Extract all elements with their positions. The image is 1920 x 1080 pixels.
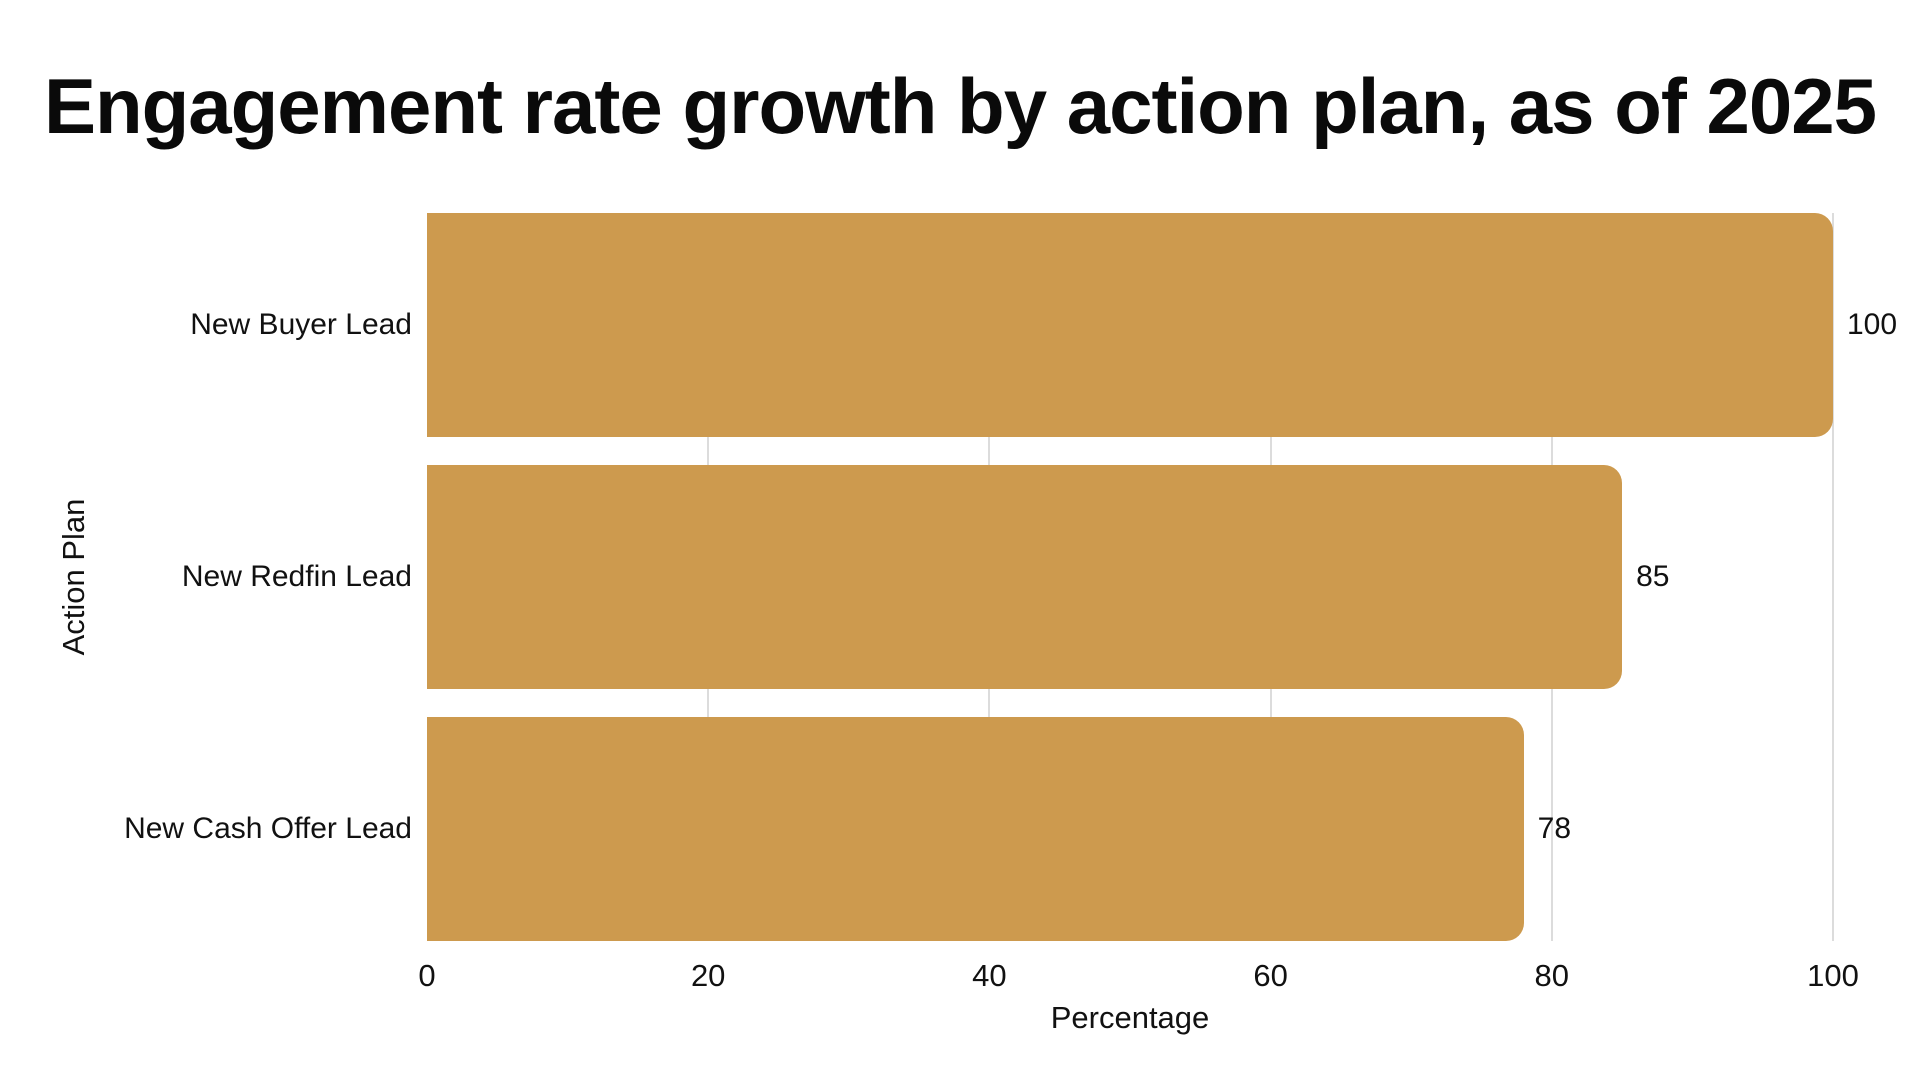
x-axis-ticks: 0 20 40 60 80 100 bbox=[418, 958, 1858, 1000]
x-tick-label: 40 bbox=[972, 958, 1007, 993]
chart-title: Engagement rate growth by action plan, a… bbox=[43, 62, 1877, 150]
value-label: 78 bbox=[1537, 812, 1572, 845]
bar-new-buyer-lead bbox=[427, 213, 1833, 437]
value-label: 100 bbox=[1847, 308, 1898, 341]
gridline-100 bbox=[1832, 213, 1834, 941]
x-tick-label: 80 bbox=[1534, 958, 1570, 993]
x-tick-label: 100 bbox=[1807, 958, 1859, 993]
category-label: New Cash Offer Lead bbox=[124, 812, 412, 845]
x-tick-label: 60 bbox=[1253, 958, 1288, 993]
value-label: 85 bbox=[1636, 560, 1670, 593]
category-label: New Buyer Lead bbox=[190, 308, 412, 341]
category-axis: New Buyer Lead New Redfin Lead New Cash Of… bbox=[0, 213, 412, 941]
plot-area: 100 85 78 bbox=[427, 213, 1897, 941]
category-label: New Redfin Lead bbox=[181, 560, 412, 593]
bar-new-cash-offer-lead bbox=[427, 717, 1524, 941]
bar-new-redfin-lead bbox=[427, 465, 1623, 689]
x-tick-label: 0 bbox=[418, 958, 436, 993]
x-axis-title: Percentage bbox=[1050, 1000, 1210, 1035]
x-tick-label: 20 bbox=[690, 958, 726, 993]
